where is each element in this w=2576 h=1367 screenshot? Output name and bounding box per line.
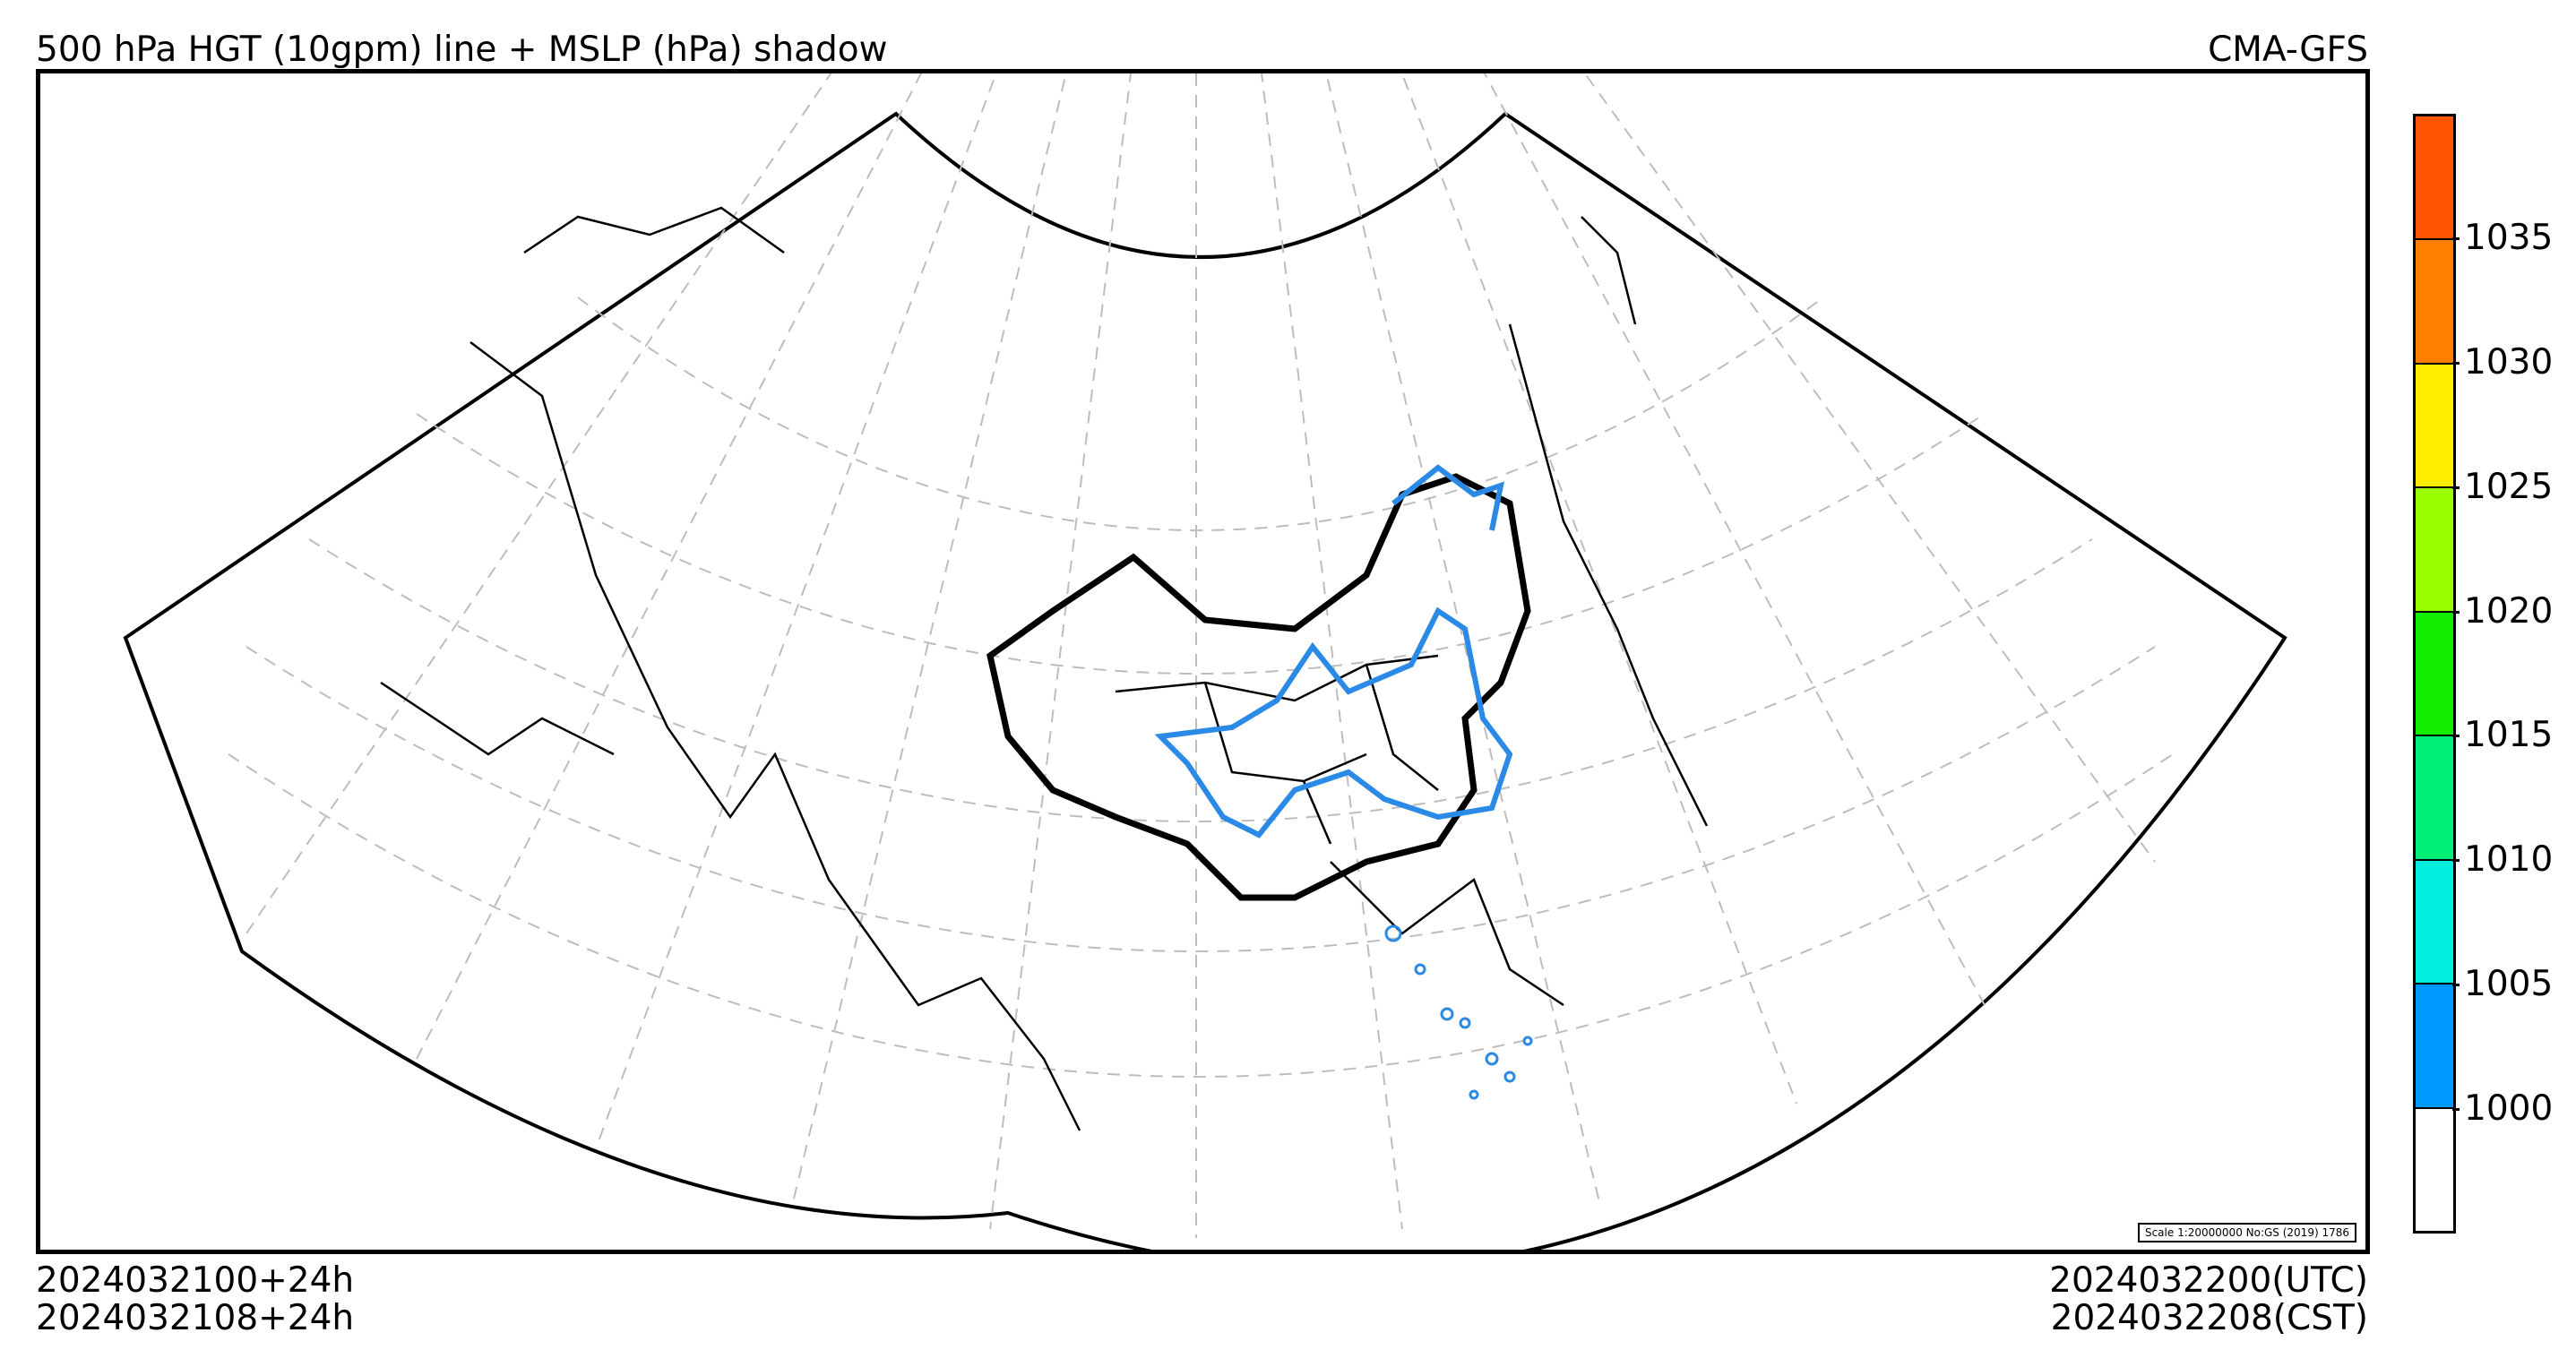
mslp-contour-islands [1384,924,1533,1100]
colorbar-segment [2416,240,2453,365]
colorbar-tick [2452,735,2460,738]
colorbar-segment [2416,364,2453,489]
map-title: 500 hPa HGT (10gpm) line + MSLP (hPa) sh… [36,30,888,70]
colorbar-label: 1005 [2464,964,2554,1005]
colorbar-label: 1015 [2464,715,2554,756]
colorbar-tick [2452,361,2460,365]
valid-time-cst: 2024032208(CST) [2050,1298,2368,1338]
colorbar-label: 1035 [2464,217,2554,258]
colorbar-tick [2452,236,2460,240]
colorbar-label: 1020 [2464,590,2554,632]
mslp-contour-north [1391,464,1504,531]
colorbar-label: 1025 [2464,466,2554,507]
mslp-contour [1154,606,1513,838]
colorbar-segment [2416,116,2453,241]
colorbar-segment [2416,860,2453,985]
colorbar-segment [2416,612,2453,737]
colorbar-segment [2416,1108,2453,1231]
scale-note: Scale 1:20000000 No:GS (2019) 1786 [2137,1223,2356,1242]
valid-time-utc: 2024032200(UTC) [2049,1260,2368,1301]
colorbar-tick [2452,984,2460,987]
init-time-utc: 2024032100+24h [36,1260,355,1301]
init-time-cst: 2024032108+24h [36,1298,355,1338]
colorbar-segment [2416,736,2453,861]
colorbar-tick [2452,610,2460,614]
colorbar [2413,114,2456,1234]
colorbar-tick [2452,486,2460,489]
china-border [986,473,1531,901]
model-name: CMA-GFS [2208,30,2368,70]
colorbar-tick [2452,1108,2460,1112]
colorbar-segment [2416,984,2453,1109]
colorbar-label: 1010 [2464,839,2554,881]
colorbar-tick [2452,859,2460,863]
map-canvas [123,73,2287,1250]
map-panel: Scale 1:20000000 No:GS (2019) 1786 [36,69,2370,1254]
coastlines [380,206,1709,1131]
colorbar-label: 1000 [2464,1088,2554,1130]
colorbar-segment [2416,488,2453,613]
colorbar-label: 1030 [2464,341,2554,383]
